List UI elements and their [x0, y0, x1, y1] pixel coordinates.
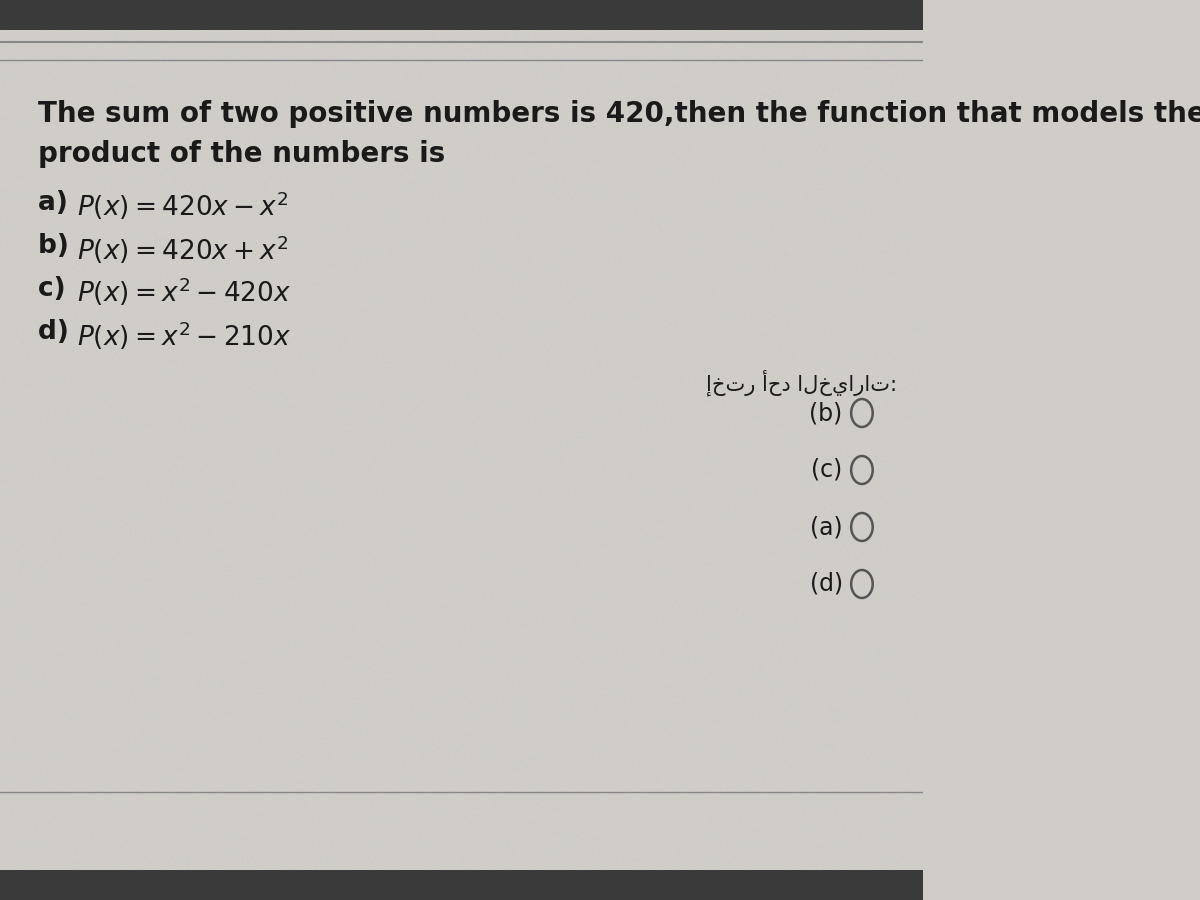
Text: d): d) [38, 319, 78, 345]
Text: b): b) [38, 233, 78, 259]
Text: $P(x) = 420x - x^2$: $P(x) = 420x - x^2$ [77, 190, 288, 222]
Text: $P(x) = x^2 - 420x$: $P(x) = x^2 - 420x$ [77, 276, 292, 309]
Bar [0, 870, 924, 900]
Text: إختر أحد الخيارات:: إختر أحد الخيارات: [706, 370, 896, 397]
Text: (c): (c) [811, 458, 842, 482]
Text: (a): (a) [810, 515, 842, 539]
Text: $P(x) = x^2 - 210x$: $P(x) = x^2 - 210x$ [77, 319, 292, 352]
Text: (b): (b) [810, 401, 842, 425]
Text: $P(x) = 420x + x^2$: $P(x) = 420x + x^2$ [77, 233, 288, 266]
Text: product of the numbers is: product of the numbers is [38, 140, 445, 168]
Text: The sum of two positive numbers is 420,then the function that models the: The sum of two positive numbers is 420,t… [38, 100, 1200, 128]
Text: (d): (d) [810, 572, 842, 596]
Text: a): a) [38, 190, 78, 216]
Text: c): c) [38, 276, 76, 302]
Bar [0, 0, 924, 30]
